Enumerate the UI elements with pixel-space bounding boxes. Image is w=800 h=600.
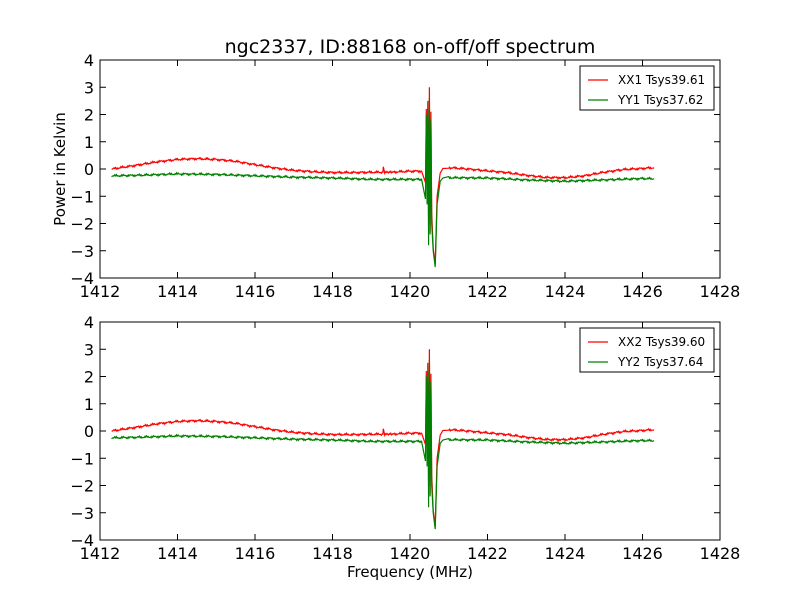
chart-1-y-tick-label: −1	[70, 187, 94, 206]
chart-2-x-tick-label: 1414	[157, 544, 198, 563]
chart-2-x-tick-label: 1418	[312, 544, 353, 563]
chart-1-x-tick-label: 1416	[235, 282, 276, 301]
chart-1-x-tick-label: 1428	[700, 282, 741, 301]
chart-2-x-tick-label: 1426	[622, 544, 663, 563]
chart-2-series-1-line	[111, 349, 655, 527]
chart-1-y-tick-label: 3	[84, 78, 94, 97]
chart-2-y-tick-label: −2	[70, 477, 94, 496]
chart-1-y-tick-label: 1	[84, 133, 94, 152]
chart-2-x-tick-label: 1428	[700, 544, 741, 563]
chart-1-x-tick-label: 1414	[157, 282, 198, 301]
chart-1-legend-box	[579, 65, 715, 111]
chart-2-y-tick-label: 2	[84, 368, 94, 387]
chart-1-legend-label-1: XX1 Tsys39.61	[618, 73, 705, 87]
chart-2-y-tick-label: 4	[84, 313, 94, 332]
chart-1-x-tick-label: 1420	[390, 282, 431, 301]
chart-1-y-tick-label: −4	[70, 269, 94, 288]
chart-2-series-2-line	[111, 360, 655, 530]
chart-1-series-2-line	[111, 98, 655, 268]
chart-2-x-tick-label: 1420	[390, 544, 431, 563]
chart-2-x-tick-label: 1416	[235, 544, 276, 563]
chart-1-y-tick-label: −3	[70, 242, 94, 261]
chart-2-legend-box	[579, 327, 715, 373]
chart-1-y-axis-label: Power in Kelvin	[51, 112, 69, 226]
chart-1-x-tick-label: 1424	[545, 282, 586, 301]
chart-1-x-tick-label: 1412	[80, 282, 121, 301]
chart-2-x-tick-label: 1422	[467, 544, 508, 563]
chart-1-y-tick-label: −2	[70, 215, 94, 234]
chart-2-y-tick-label: −3	[70, 504, 94, 523]
chart-2-legend-label-2: YY2 Tsys37.64	[617, 355, 703, 369]
chart-2-y-tick-label: 3	[84, 340, 94, 359]
chart-2-y-tick-label: −4	[70, 531, 94, 550]
chart-2-x-axis-label: Frequency (MHz)	[347, 563, 473, 581]
chart-1-title: ngc2337, ID:88168 on-off/off spectrum	[225, 36, 596, 58]
chart-2-y-tick-label: 0	[84, 422, 94, 441]
chart-1-x-tick-label: 1426	[622, 282, 663, 301]
chart-2-x-tick-label: 1424	[545, 544, 586, 563]
chart-1-y-tick-label: 2	[84, 106, 94, 125]
chart-2-y-tick-label: −1	[70, 449, 94, 468]
chart-1-y-tick-label: 0	[84, 160, 94, 179]
chart-1-legend-label-2: YY1 Tsys37.62	[617, 93, 703, 107]
chart-2-y-tick-label: 1	[84, 395, 94, 414]
chart-1-x-tick-label: 1422	[467, 282, 508, 301]
chart-1-y-tick-label: 4	[84, 51, 94, 70]
chart-1-x-tick-label: 1418	[312, 282, 353, 301]
chart-1-series-1-line	[111, 87, 655, 265]
chart-2-legend-label-1: XX2 Tsys39.60	[618, 335, 705, 349]
chart-2-x-tick-label: 1412	[80, 544, 121, 563]
